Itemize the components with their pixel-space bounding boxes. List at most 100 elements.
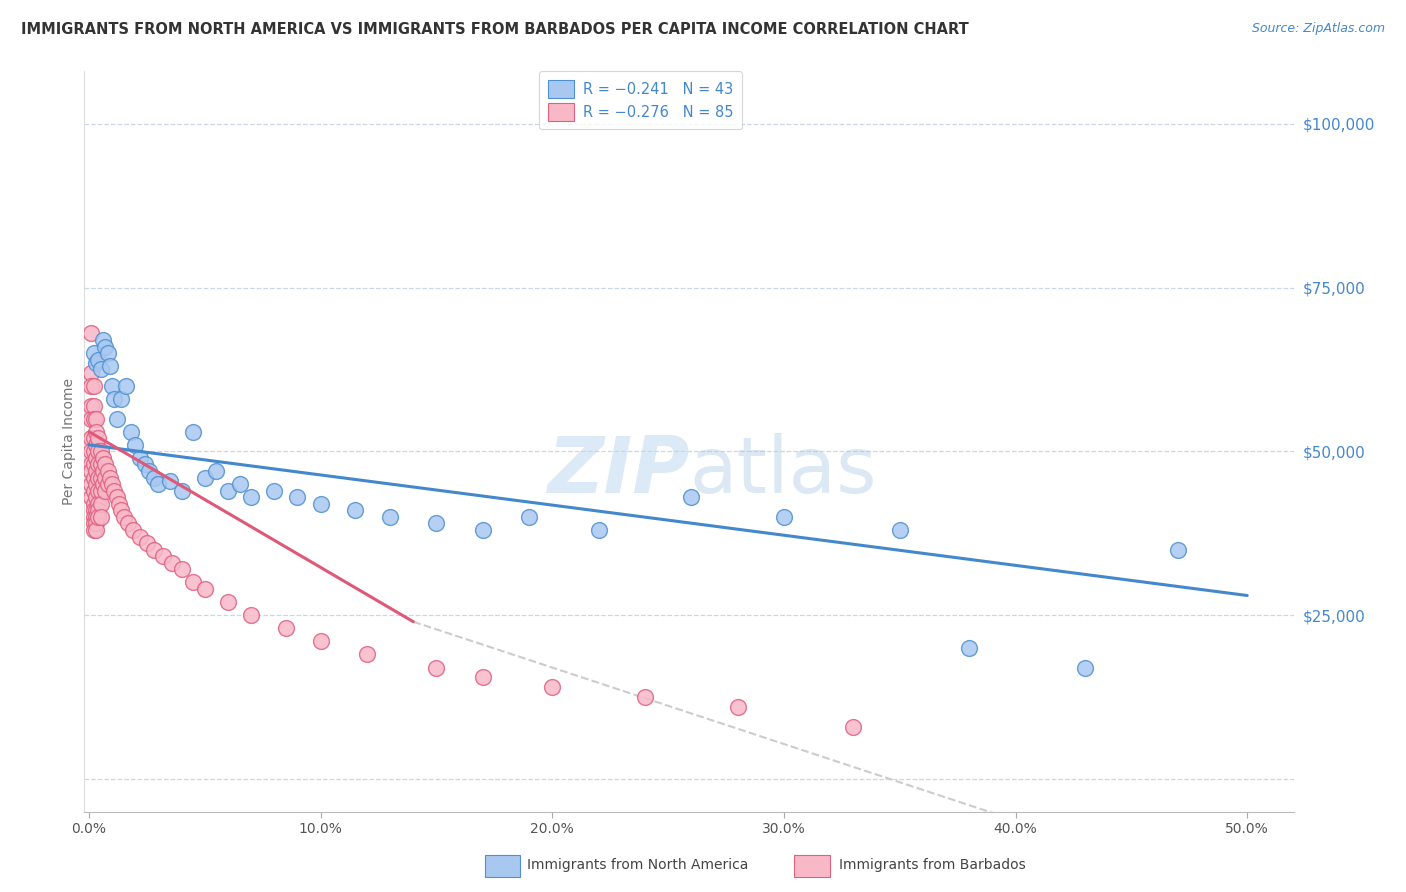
- Point: [1074, 660, 1097, 674]
- Point: [98, 470, 121, 484]
- Point: [110, 392, 132, 406]
- Point: [517, 509, 540, 524]
- Point: [240, 608, 263, 623]
- Point: [80, 444, 103, 458]
- Point: [96, 477, 118, 491]
- Point: [80, 431, 103, 445]
- Point: [96, 346, 118, 360]
- Point: [129, 450, 152, 465]
- Point: [84, 516, 107, 531]
- Point: [80, 411, 103, 425]
- Point: [84, 450, 107, 465]
- Point: [471, 523, 494, 537]
- Point: [263, 483, 285, 498]
- Point: [344, 503, 367, 517]
- Point: [378, 509, 401, 524]
- Point: [101, 379, 124, 393]
- Point: [80, 490, 103, 504]
- Point: [90, 509, 112, 524]
- Point: [356, 648, 378, 662]
- Point: [83, 444, 105, 458]
- Point: [103, 483, 125, 498]
- Text: Immigrants from Barbados: Immigrants from Barbados: [839, 858, 1026, 872]
- Point: [84, 425, 107, 439]
- Text: IMMIGRANTS FROM NORTH AMERICA VS IMMIGRANTS FROM BARBADOS PER CAPITA INCOME CORR: IMMIGRANTS FROM NORTH AMERICA VS IMMIGRA…: [21, 22, 969, 37]
- Point: [134, 458, 156, 472]
- Point: [80, 458, 103, 472]
- Point: [91, 333, 114, 347]
- Point: [90, 362, 112, 376]
- Point: [91, 450, 114, 465]
- Point: [309, 634, 332, 648]
- Point: [84, 464, 107, 478]
- Point: [80, 326, 103, 341]
- Point: [541, 680, 564, 694]
- Point: [159, 474, 181, 488]
- Point: [170, 483, 193, 498]
- Point: [122, 523, 145, 537]
- Point: [162, 556, 184, 570]
- Text: Immigrants from North America: Immigrants from North America: [527, 858, 748, 872]
- Point: [120, 425, 142, 439]
- Point: [83, 503, 105, 517]
- Point: [957, 640, 980, 655]
- Point: [83, 497, 105, 511]
- Point: [101, 477, 124, 491]
- Point: [142, 470, 165, 484]
- Point: [115, 379, 138, 393]
- Point: [90, 483, 112, 498]
- Point: [84, 438, 107, 452]
- Point: [194, 470, 217, 484]
- Point: [83, 470, 105, 484]
- Point: [83, 523, 105, 537]
- Point: [94, 483, 117, 498]
- Point: [80, 477, 103, 491]
- Point: [98, 359, 121, 374]
- Point: [588, 523, 610, 537]
- Point: [90, 458, 112, 472]
- Point: [309, 497, 332, 511]
- Point: [96, 464, 118, 478]
- Point: [228, 477, 250, 491]
- Point: [471, 670, 494, 684]
- Point: [91, 477, 114, 491]
- Point: [108, 497, 131, 511]
- Point: [681, 490, 703, 504]
- Point: [80, 366, 103, 380]
- Point: [138, 464, 160, 478]
- Point: [84, 503, 107, 517]
- Point: [842, 720, 865, 734]
- Point: [91, 464, 114, 478]
- Point: [94, 458, 117, 472]
- Text: ZIP: ZIP: [547, 434, 689, 509]
- Point: [152, 549, 174, 564]
- Point: [170, 562, 193, 576]
- Point: [83, 458, 105, 472]
- Point: [90, 470, 112, 484]
- Point: [240, 490, 263, 504]
- Text: Source: ZipAtlas.com: Source: ZipAtlas.com: [1251, 22, 1385, 36]
- Point: [84, 490, 107, 504]
- Point: [80, 379, 103, 393]
- Point: [105, 411, 128, 425]
- Point: [773, 509, 796, 524]
- Point: [83, 431, 105, 445]
- Point: [112, 509, 135, 524]
- Point: [181, 575, 204, 590]
- Point: [194, 582, 217, 596]
- Y-axis label: Per Capita Income: Per Capita Income: [62, 378, 76, 505]
- Point: [889, 523, 911, 537]
- Point: [94, 470, 117, 484]
- Point: [84, 523, 107, 537]
- Point: [87, 483, 110, 498]
- Point: [87, 497, 110, 511]
- Legend: R = −0.241   N = 43, R = −0.276   N = 85: R = −0.241 N = 43, R = −0.276 N = 85: [538, 71, 742, 129]
- Point: [217, 595, 239, 609]
- Point: [94, 339, 117, 353]
- Point: [142, 542, 165, 557]
- Point: [80, 399, 103, 413]
- Point: [84, 509, 107, 524]
- Point: [87, 509, 110, 524]
- Point: [274, 621, 297, 635]
- Point: [84, 356, 107, 370]
